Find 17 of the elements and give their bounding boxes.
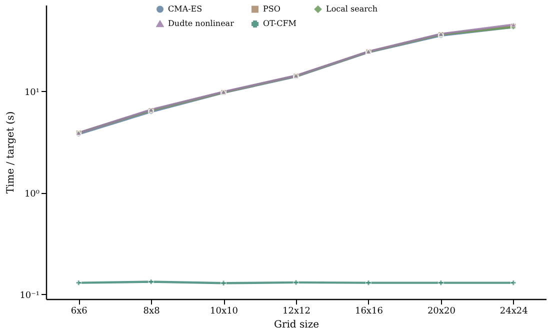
x-tick-label: 12x12 [282, 306, 310, 316]
legend-label: CMA-ES [168, 4, 202, 14]
y-tick-label: 10¹ [24, 88, 40, 98]
legend-label: Local search [326, 4, 378, 14]
x-tick-label: 20x20 [427, 306, 456, 316]
x-tick-label: 16x16 [354, 306, 384, 316]
x-tick-label: 10x10 [210, 306, 238, 316]
x-tick-label: 8x8 [143, 306, 160, 316]
y-tick-label: 10⁻¹ [20, 290, 40, 301]
x-tick-label: 6x6 [70, 306, 88, 316]
x-tick-label: 24x24 [500, 306, 528, 316]
legend-label: Dudte nonlinear [168, 19, 234, 28]
legend-label: OT-CFM [263, 19, 296, 28]
y-axis-title: Time / target (s) [6, 111, 17, 194]
x-axis-title: Grid size [274, 320, 320, 330]
legend-label: PSO [263, 4, 281, 14]
y-tick-label: 10⁰ [24, 189, 40, 200]
